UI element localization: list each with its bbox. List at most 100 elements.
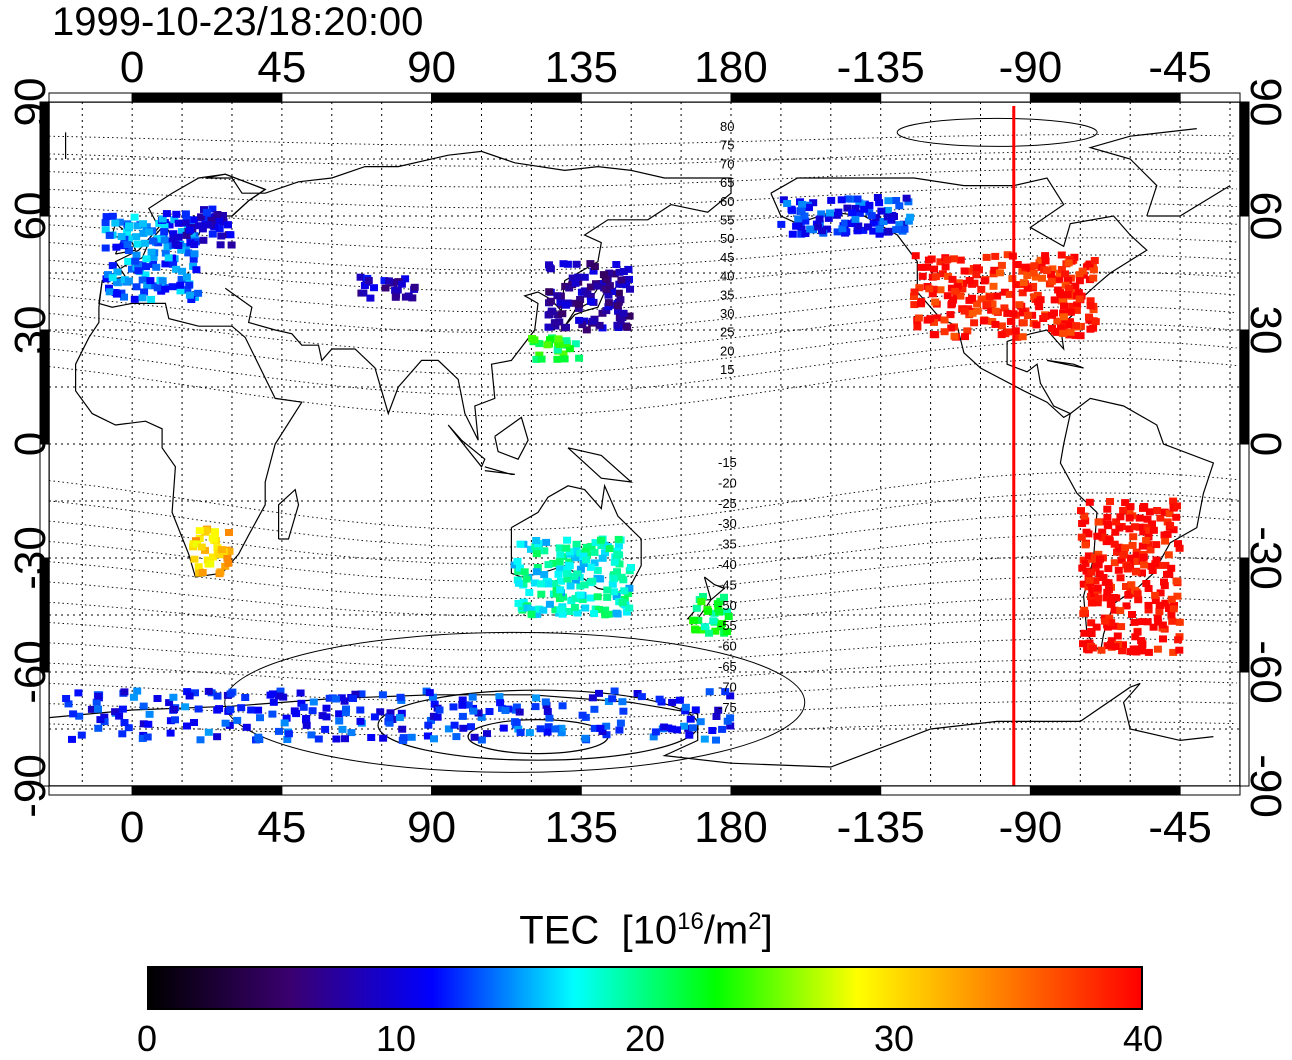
tec-cell	[1151, 591, 1160, 599]
tec-cell	[1038, 274, 1046, 282]
tec-cell	[474, 709, 483, 717]
tec-cell	[701, 623, 709, 631]
tec-cell	[1110, 559, 1119, 567]
tec-cell	[875, 199, 884, 207]
tec-cell	[1048, 265, 1057, 273]
tec-cell	[603, 586, 612, 594]
tec-cell	[562, 301, 571, 309]
tec-cell	[101, 226, 110, 234]
tec-cell	[221, 719, 230, 727]
tec-cell	[1093, 584, 1102, 592]
tec-cell	[910, 293, 918, 300]
tec-cell	[913, 323, 922, 331]
frame-bottom-segment	[580, 785, 732, 796]
tec-cell	[872, 214, 881, 222]
mlat-contour	[49, 288, 1237, 334]
tec-cell	[172, 210, 181, 218]
tec-cell	[587, 543, 596, 550]
tec-cell	[535, 605, 544, 613]
tec-cell	[1134, 596, 1143, 604]
tec-cell	[1169, 497, 1178, 505]
tec-cell	[798, 200, 807, 208]
tec-cell	[191, 689, 199, 697]
tec-cell	[558, 702, 567, 710]
tec-cell	[576, 582, 585, 590]
tec-cell	[347, 729, 356, 737]
tec-cell	[599, 271, 608, 279]
mlat-contour	[49, 575, 1237, 617]
tec-cell	[691, 706, 700, 714]
tec-cell	[914, 314, 923, 322]
tec-cell	[1088, 644, 1097, 652]
tec-cell	[875, 225, 884, 233]
x-tick-label-bottom: -90	[999, 803, 1063, 852]
tec-cell	[933, 314, 942, 322]
x-tick-label-top: 45	[257, 43, 306, 92]
tec-cell	[433, 713, 442, 721]
tec-cell	[376, 708, 385, 716]
tec-cell	[1163, 530, 1172, 538]
tec-cell	[602, 722, 611, 730]
tec-cell	[143, 282, 152, 290]
tec-cell	[1168, 617, 1177, 625]
tec-cell	[176, 281, 185, 289]
tec-cell	[1075, 295, 1084, 303]
tec-cell	[1072, 322, 1080, 330]
tec-cell	[904, 217, 913, 225]
tec-cell	[1035, 303, 1044, 311]
tec-cell	[865, 208, 874, 216]
tec-cell	[950, 332, 959, 340]
tec-cell	[280, 719, 289, 727]
tec-cell	[1173, 502, 1181, 510]
tec-cell	[851, 204, 860, 212]
tec-cell	[190, 241, 199, 249]
tec-cell	[1149, 526, 1158, 534]
tec-cell	[545, 261, 553, 269]
tec-cell	[931, 298, 940, 306]
tec-cell	[379, 734, 388, 742]
tec-cell	[130, 295, 139, 303]
tec-cell	[203, 221, 212, 229]
tec-cell	[275, 692, 284, 700]
tec-cell	[1031, 273, 1040, 281]
tec-cell	[171, 716, 179, 724]
tec-cell	[1081, 559, 1090, 567]
tec-cell	[1061, 270, 1070, 278]
x-tick-label-bottom: 90	[407, 803, 456, 852]
tec-cell	[860, 205, 869, 213]
tec-cell	[711, 627, 720, 635]
tec-cell	[1018, 289, 1027, 297]
tec-cell	[563, 575, 572, 583]
tec-cell	[1015, 301, 1024, 309]
tec-cell	[997, 261, 1006, 269]
x-tick-label-top: 135	[545, 43, 618, 92]
tec-cell	[124, 257, 133, 265]
tec-cell	[144, 720, 153, 728]
tec-cell	[378, 691, 387, 699]
tec-cell	[1119, 507, 1128, 514]
frame-top-segment	[281, 92, 433, 103]
tec-cell	[1091, 577, 1100, 585]
tec-cell	[215, 551, 224, 559]
tec-cell	[385, 719, 394, 727]
tec-cell	[625, 312, 634, 320]
tec-cell	[215, 225, 224, 233]
tec-cell	[977, 295, 986, 303]
tec-cell	[276, 687, 285, 695]
tec-cell	[615, 560, 624, 568]
tec-cell	[571, 576, 580, 584]
tec-cell	[1018, 267, 1027, 275]
mlat-contour	[49, 306, 1237, 354]
tec-cell	[399, 734, 408, 742]
tec-cell	[139, 702, 148, 710]
tec-cell	[936, 286, 945, 294]
tec-cell	[134, 262, 142, 270]
contour-label-north: 75	[720, 138, 734, 153]
tec-cell	[571, 279, 580, 287]
tec-cell	[985, 293, 994, 301]
x-tick-label-bottom: 45	[257, 803, 306, 852]
tec-cell	[169, 260, 178, 268]
tec-cell	[145, 228, 154, 236]
tec-cell	[562, 569, 571, 577]
tec-cell	[925, 285, 934, 293]
